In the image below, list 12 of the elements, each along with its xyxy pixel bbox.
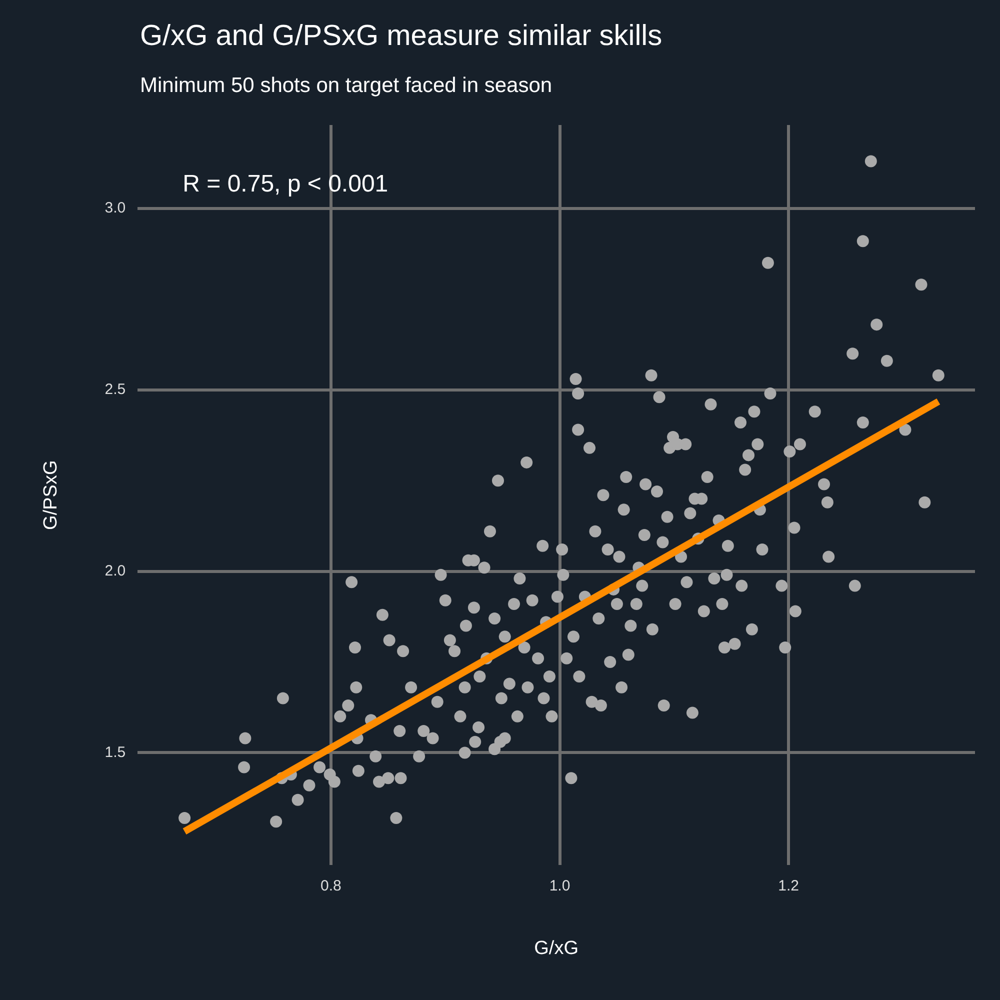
y-tick-label: 3.0	[104, 200, 126, 217]
y-tick-label: 2.5	[104, 381, 126, 398]
y-axis-title: G/PSxG	[40, 460, 62, 530]
y-tick-label: 1.5	[104, 744, 126, 761]
x-tick-label: 1.0	[549, 877, 570, 894]
y-tick-label: 2.0	[104, 562, 126, 580]
x-axis-title: G/xG	[534, 938, 578, 959]
annotation: R = 0.75, p < 0.001	[182, 170, 388, 198]
x-tick-label: 1.2	[778, 877, 799, 894]
chart-title: G/xG and G/PSxG measure similar skills	[140, 20, 662, 53]
x-tick-label: 0.8	[320, 877, 342, 894]
chart-subtitle: Minimum 50 shots on target faced in season	[140, 74, 552, 98]
